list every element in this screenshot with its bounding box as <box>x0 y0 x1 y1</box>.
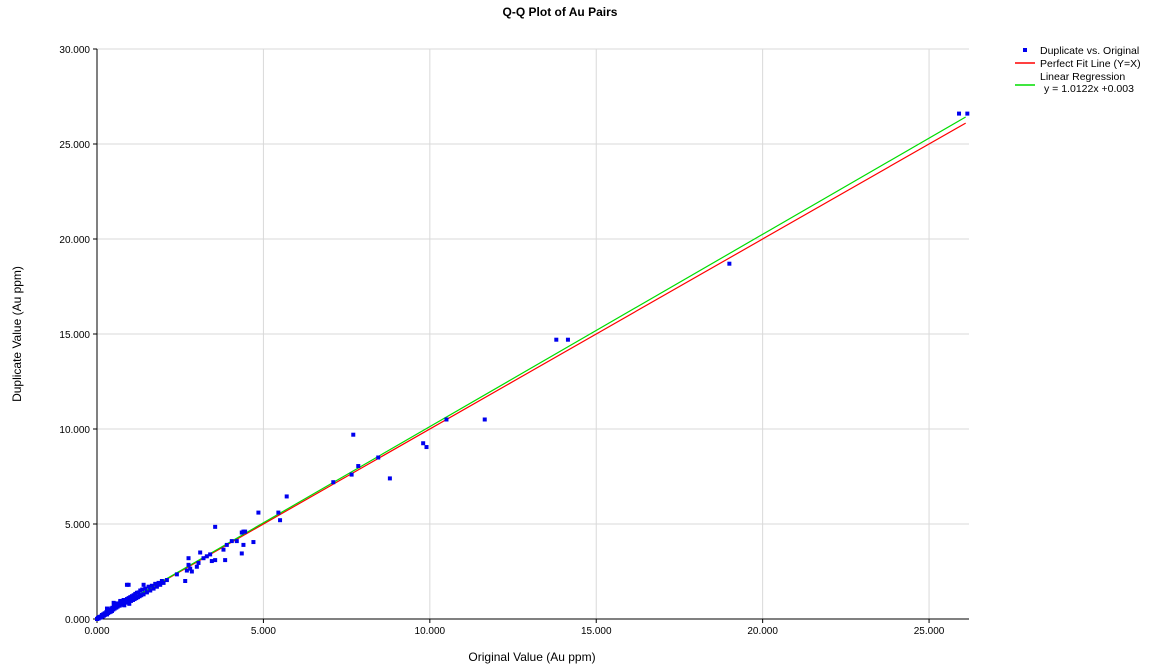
tick-labels: 0.000 5.000 10.000 15.000 20.000 25.000 0.000 5… <box>59 45 944 637</box>
legend-scatter-marker <box>1023 48 1027 52</box>
data-point <box>349 472 354 477</box>
data-point <box>284 494 289 499</box>
data-point <box>143 586 148 591</box>
data-point <box>122 603 127 608</box>
data-point <box>149 583 154 588</box>
data-point <box>221 547 226 552</box>
data-point <box>104 606 109 611</box>
perfect-fit-line <box>96 122 966 620</box>
data-point <box>141 582 146 587</box>
y-tick-label: 15.000 <box>59 330 90 341</box>
data-point <box>161 580 166 585</box>
data-point <box>151 586 156 591</box>
data-point <box>186 562 191 567</box>
grid-lines <box>97 48 969 619</box>
data-point <box>208 552 213 557</box>
x-tick-label: 20.000 <box>747 626 778 637</box>
data-points <box>95 111 970 621</box>
legend: Duplicate vs. Original Perfect Fit Line … <box>1015 45 1141 95</box>
data-point <box>111 600 116 605</box>
x-tick-label: 0.000 <box>84 626 109 637</box>
data-point <box>194 564 199 569</box>
data-point <box>141 592 146 597</box>
data-point <box>189 569 194 574</box>
data-point <box>223 558 228 563</box>
y-tick-label: 5.000 <box>65 520 90 531</box>
data-point <box>118 598 123 603</box>
data-point <box>241 542 246 547</box>
y-axis-label: Duplicate Value (Au ppm) <box>10 266 24 402</box>
data-point <box>356 464 361 469</box>
x-tick-label: 25.000 <box>914 626 945 637</box>
data-point <box>188 566 193 571</box>
chart-title: Q-Q Plot of Au Pairs <box>503 5 618 19</box>
data-point <box>727 261 732 266</box>
data-point <box>140 587 145 592</box>
data-point <box>126 582 131 587</box>
x-tick-label: 15.000 <box>581 626 612 637</box>
data-point <box>144 590 149 595</box>
data-point <box>154 584 159 589</box>
data-point <box>444 417 449 422</box>
regression-line <box>96 116 966 620</box>
data-point <box>148 588 153 593</box>
data-point <box>146 584 151 589</box>
legend-regression-equation: y = 1.0122x +0.003 <box>1044 83 1134 95</box>
y-tick-label: 10.000 <box>59 425 90 436</box>
data-point <box>186 556 191 561</box>
data-point <box>482 417 487 422</box>
data-point <box>565 337 570 342</box>
data-point <box>174 572 179 577</box>
data-point <box>153 581 158 586</box>
y-tick-label: 25.000 <box>59 140 90 151</box>
data-point <box>201 556 206 561</box>
data-point <box>224 542 229 547</box>
y-tick-label: 0.000 <box>65 615 90 626</box>
data-point <box>276 510 281 515</box>
x-tick-label: 10.000 <box>415 626 446 637</box>
data-point <box>421 441 426 446</box>
data-point <box>278 518 283 523</box>
x-tick-label: 5.000 <box>251 626 276 637</box>
data-point <box>554 337 559 342</box>
data-point <box>183 579 188 583</box>
data-point <box>243 529 248 534</box>
data-point <box>424 445 429 450</box>
data-point <box>965 111 970 116</box>
data-point <box>127 601 132 606</box>
data-point <box>351 432 356 437</box>
legend-regression-label: Linear Regression <box>1040 71 1125 83</box>
legend-scatter-label: Duplicate vs. Original <box>1040 45 1139 57</box>
data-point <box>251 540 256 545</box>
data-point <box>209 559 214 564</box>
data-point <box>198 550 203 555</box>
y-tick-label: 20.000 <box>59 235 90 246</box>
data-point <box>213 524 218 529</box>
data-point <box>376 455 381 460</box>
data-point <box>387 476 392 481</box>
axes <box>93 48 969 623</box>
data-point <box>957 111 962 116</box>
data-point <box>256 510 261 515</box>
data-point <box>213 558 218 563</box>
y-tick-label: 30.000 <box>59 45 90 56</box>
fit-lines <box>96 116 966 620</box>
data-point <box>239 551 244 556</box>
data-point <box>234 539 239 544</box>
data-point <box>196 560 201 565</box>
data-point <box>158 582 163 587</box>
data-point <box>184 568 189 573</box>
data-point <box>204 554 209 559</box>
x-axis-label: Original Value (Au ppm) <box>468 650 595 664</box>
data-point <box>331 480 336 485</box>
legend-perfect-fit-label: Perfect Fit Line (Y=X) <box>1040 58 1141 70</box>
data-point <box>139 593 144 598</box>
data-point <box>164 578 169 583</box>
data-point <box>229 539 234 544</box>
